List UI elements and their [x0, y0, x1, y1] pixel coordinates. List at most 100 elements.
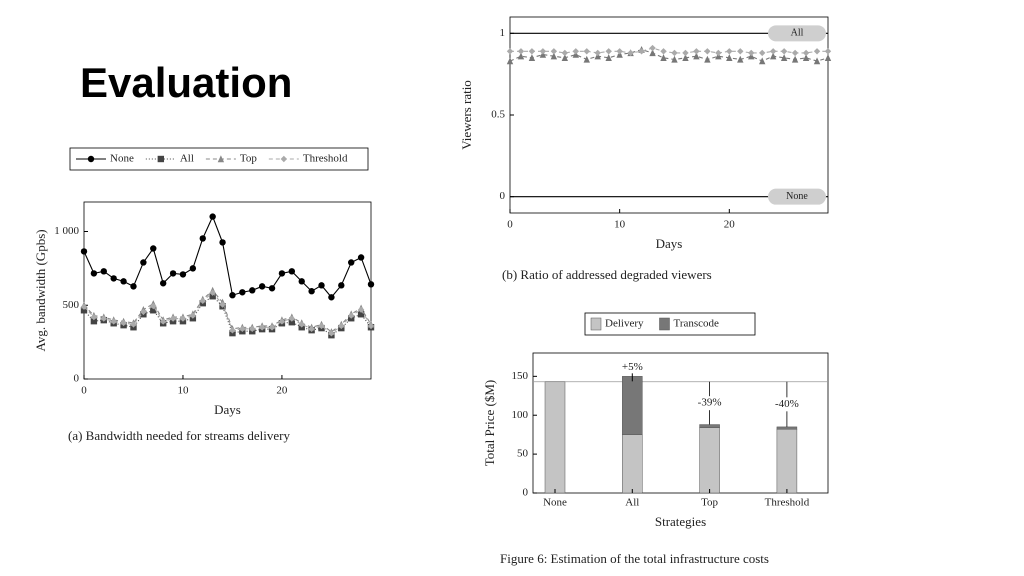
marker: [704, 55, 711, 63]
marker: [780, 48, 788, 55]
y-tick-label: 0: [74, 373, 80, 385]
legend-swatch: [590, 317, 602, 331]
x-tick-label: 0: [81, 385, 87, 397]
marker: [110, 318, 117, 325]
marker: [583, 55, 590, 63]
marker: [229, 327, 236, 334]
inline-label: All: [791, 28, 804, 39]
marker: [550, 48, 558, 55]
marker: [120, 278, 127, 285]
marker: [258, 324, 266, 331]
bar-segment: [544, 381, 566, 494]
marker: [90, 313, 98, 321]
marker: [671, 49, 678, 57]
marker: [298, 278, 305, 285]
y-tick-label: 1: [500, 27, 506, 39]
marker: [726, 54, 733, 62]
marker: [157, 155, 165, 163]
marker: [813, 48, 821, 55]
x-tick-label: 20: [724, 219, 736, 231]
annotation-bg: [770, 397, 803, 412]
legend-label: Transcode: [673, 318, 719, 330]
marker: [583, 48, 590, 55]
y-tick-label: 0.5: [491, 109, 505, 121]
marker: [605, 48, 612, 55]
marker: [759, 57, 766, 65]
marker: [561, 49, 569, 57]
marker: [616, 48, 623, 55]
series-line: [83, 215, 372, 299]
marker: [130, 321, 137, 328]
plot-frame: [83, 201, 372, 380]
x-tick-label: Top: [701, 497, 718, 509]
legend-label: All: [180, 153, 194, 165]
marker: [150, 307, 157, 314]
marker: [660, 54, 667, 62]
legend-box: [69, 147, 369, 171]
marker: [802, 54, 810, 62]
marker: [338, 322, 345, 330]
marker: [140, 308, 147, 316]
marker: [357, 306, 365, 313]
marker: [199, 297, 206, 305]
marker: [550, 52, 558, 60]
marker: [308, 325, 315, 333]
y-tick-label: 100: [512, 409, 529, 421]
bar-segment: [776, 426, 798, 430]
caption: (b) Ratio of addressed degraded viewers: [502, 267, 712, 282]
marker: [649, 44, 656, 52]
y-axis-label: Viewers ratio: [459, 80, 474, 150]
marker: [298, 321, 305, 328]
legend-label: None: [110, 153, 134, 165]
y-tick-label: 150: [512, 370, 529, 382]
marker: [561, 54, 569, 62]
marker: [150, 302, 157, 310]
x-tick-label: 10: [177, 385, 189, 397]
x-axis-label: Strategies: [655, 514, 706, 529]
marker: [80, 307, 88, 314]
marker: [219, 301, 226, 308]
marker: [217, 155, 225, 163]
caption: (a) Bandwidth needed for streams deliver…: [68, 428, 291, 443]
marker: [150, 245, 157, 252]
marker: [528, 54, 536, 62]
bar-segment: [699, 427, 720, 494]
annotation: -39%: [698, 397, 722, 409]
marker: [110, 275, 117, 282]
bar-segment: [699, 424, 720, 428]
marker: [328, 330, 335, 337]
marker: [638, 48, 645, 55]
y-axis-label: Avg. bandwidth (Gpbs): [33, 229, 48, 351]
y-tick-label: 50: [517, 448, 529, 460]
marker: [100, 268, 107, 275]
marker: [318, 282, 325, 289]
legend-swatch: [659, 317, 670, 331]
marker: [357, 311, 365, 318]
marker: [737, 48, 744, 55]
marker: [328, 294, 335, 301]
marker: [189, 312, 197, 319]
marker: [179, 271, 187, 278]
bar-segment: [776, 428, 798, 494]
legend-label: Delivery: [605, 318, 644, 330]
marker: [120, 319, 127, 327]
marker: [759, 49, 766, 57]
marker: [249, 325, 256, 333]
marker: [348, 312, 355, 319]
marker: [627, 49, 634, 57]
annotation: -40%: [775, 398, 799, 410]
inline-label-pill: [768, 188, 826, 205]
marker: [249, 287, 256, 294]
marker: [769, 52, 777, 60]
marker: [517, 48, 525, 55]
marker: [539, 48, 547, 55]
marker: [348, 259, 355, 266]
marker: [737, 55, 744, 63]
caption: Figure 6: Estimation of the total infras…: [500, 551, 769, 566]
marker: [189, 265, 197, 272]
marker: [748, 49, 755, 57]
y-tick-label: 0: [500, 190, 506, 202]
x-tick-label: 0: [507, 219, 513, 231]
marker: [90, 317, 98, 325]
marker: [199, 235, 206, 242]
